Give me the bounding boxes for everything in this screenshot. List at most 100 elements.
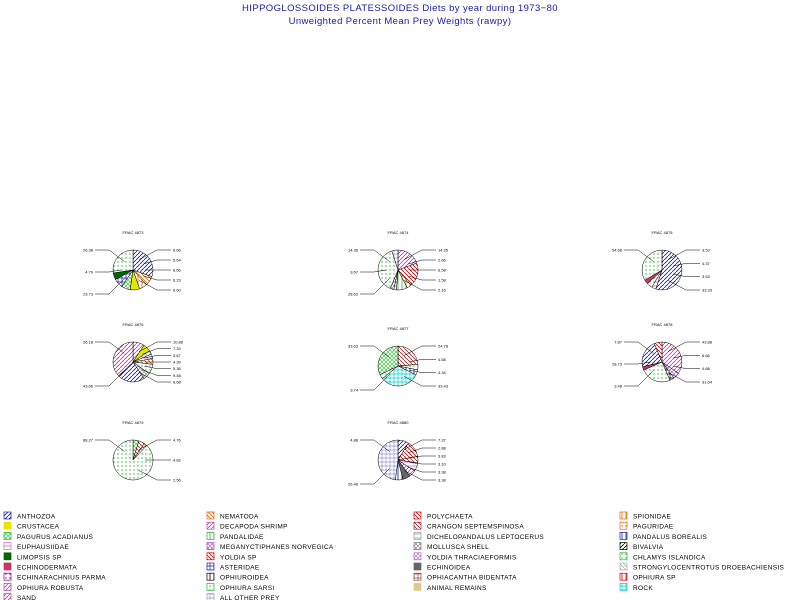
leader-line [407, 466, 436, 473]
legend-item-paguridae: PAGURIDAE [619, 521, 674, 531]
pie-slice-ophiura-sarsi [377, 250, 399, 289]
leader-line [624, 361, 651, 365]
legend-swatch [619, 521, 628, 530]
leader-line [95, 278, 125, 295]
leader-line [95, 341, 125, 354]
pie-panel-1979: FRAC 4879 4.76 4.83 2.56 88.27 [83, 420, 182, 483]
leader-line [138, 372, 171, 383]
legend-swatch [206, 532, 215, 540]
legend-item-anthozoa: ANTHOZOA [3, 511, 56, 521]
legend-label: OPHIURA SP [633, 575, 676, 582]
legend-label: YOLDIA SP [220, 554, 257, 561]
leader-line [673, 263, 700, 267]
legend-item-ophiuroidea: OPHIUROIDEA [206, 572, 269, 582]
legend-swatch [206, 562, 215, 571]
legend-swatch [619, 583, 628, 591]
legend-label: NEMATODA [220, 514, 259, 521]
pie-value-label: 7.87 [614, 340, 623, 345]
legend-item-ophiura-robusta: OPHIURA ROBUSTA [3, 583, 84, 592]
leader-line [403, 249, 436, 260]
leader-line [142, 369, 171, 376]
legend-item-crustacea: CRUSTACEA [3, 521, 60, 531]
leader-line [138, 470, 171, 481]
pie-slice-decapoda-shrimp [661, 341, 683, 374]
pie-title-1975: FRAC 4875 [652, 230, 674, 235]
legend-item-pandalidae: PANDALIDAE [206, 532, 264, 541]
legend-label: STRONGYLOCENTROTUS DROEBACHIENSIS [633, 565, 784, 572]
leader-line [138, 249, 171, 260]
pie-value-label: 6.58 [438, 268, 447, 273]
legend-label: LIMOPSIS SP [17, 554, 61, 561]
leader-line [142, 348, 171, 355]
pie-value-label: 28.73 [612, 362, 623, 367]
pie-value-label: 4.37 [702, 261, 711, 266]
legend-item-ophiura-sarsi: OPHIURA SARSI [206, 583, 274, 592]
pie-slice-ophiura-sarsi [112, 439, 154, 481]
legend-label: CRANGON SEPTEMSPINOSA [427, 524, 524, 531]
legend-label: ECHINOIDEA [427, 565, 471, 572]
pie-value-label: 3.38 [438, 470, 447, 475]
leader-line [138, 341, 171, 352]
leader-line [624, 249, 654, 262]
pie-value-label: 14.35 [438, 248, 449, 253]
leader-line [143, 259, 171, 265]
legend-swatch [206, 552, 215, 561]
legend-swatch [413, 562, 422, 571]
legend-label: MEGANYCTIPHANES NORVEGICA [220, 544, 334, 551]
pie-value-label: 1.58 [438, 278, 447, 283]
legend-item-mollusca-shell: MOLLUSCA SHELL [413, 542, 489, 551]
legend-label: ROCK [633, 585, 653, 592]
legend-label: POLYCHAETA [427, 514, 473, 521]
legend-item-dichelopandalus-leptocerus: DICHELOPANDALUS LEPTOCERUS [413, 532, 544, 541]
pie-panel-1976: FRAC 4876 10.887.33 3.67 4.395.36 9.48 6.68 26… [83, 322, 184, 389]
pie-value-label: 4.68 [702, 366, 711, 371]
legend-label: PAGURUS ACADIANUS [17, 534, 93, 541]
legend-item-pandalus-borealis: PANDALUS BOREALIS [619, 532, 707, 541]
legend-swatch [413, 552, 422, 561]
leader-line [403, 376, 436, 387]
legend-item-nematoda: NEMATODA [206, 511, 259, 521]
legend-item-sand: SAND [3, 593, 36, 600]
pie-slice-all-other-prey [377, 439, 399, 481]
pie-value-label: 6.60 [173, 288, 182, 293]
legend-label: CRUSTACEA [17, 524, 60, 531]
pie-value-label: 5.36 [173, 366, 182, 371]
leader-line [138, 439, 171, 450]
leader-line [667, 372, 700, 383]
pie-title-1979: FRAC 4879 [123, 420, 145, 425]
pie-value-label: 6.66 [702, 353, 711, 358]
leader-line [673, 273, 700, 277]
legend-label: ANIMAL REMAINS [427, 585, 487, 592]
legend-label: YOLDIA THRACIAEFORMIS [427, 554, 517, 561]
legend-label: EUPHAUSIIDAE [17, 544, 69, 551]
legend-label: MOLLUSCA SHELL [427, 544, 489, 551]
legend-item-echinoidea: ECHINOIDEA [413, 562, 471, 572]
leader-line [360, 278, 390, 295]
pie-value-label: 2.88 [438, 446, 447, 451]
pie-value-label: 33.33 [702, 288, 713, 293]
pie-value-label: 4.76 [173, 438, 182, 443]
pie-value-label: 2.56 [173, 478, 182, 483]
legend-swatch [619, 562, 628, 571]
legend-label: PANDALUS BOREALIS [633, 534, 707, 541]
legend-label: CHLAMYS ISLANDICA [633, 554, 706, 561]
leader-line [408, 275, 436, 281]
legend-label: DICHELOPANDALUS LEPTOCERUS [427, 534, 544, 541]
legend-swatch [3, 562, 12, 571]
legend-label: BIVALVIA [633, 544, 664, 551]
legend-item-bivalvia: BIVALVIA [619, 542, 664, 551]
legend-swatch [413, 532, 422, 540]
legend-item-limopsis-sp: LIMOPSIS SP [3, 552, 61, 561]
pie-value-label: 7.33 [173, 346, 182, 351]
pie-slice-polychaeta [654, 341, 663, 363]
pie-value-label: 6.23 [173, 278, 182, 283]
pie-title-1977: FRAC 4877 [388, 326, 410, 331]
legend-label: OPHIURA ROBUSTA [17, 585, 84, 592]
pie-value-label: 6.66 [173, 248, 182, 253]
legend-swatch [3, 552, 12, 561]
leader-line [144, 355, 171, 359]
leader-line [667, 341, 700, 352]
legend-swatch [413, 511, 422, 520]
legend-swatch [3, 593, 12, 600]
